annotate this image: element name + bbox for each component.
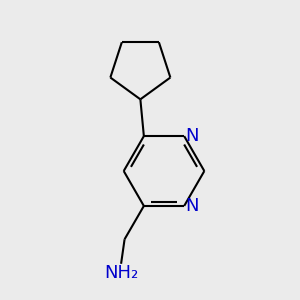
Text: N: N [185, 127, 199, 145]
Text: N: N [185, 197, 199, 215]
Text: NH₂: NH₂ [104, 263, 138, 281]
